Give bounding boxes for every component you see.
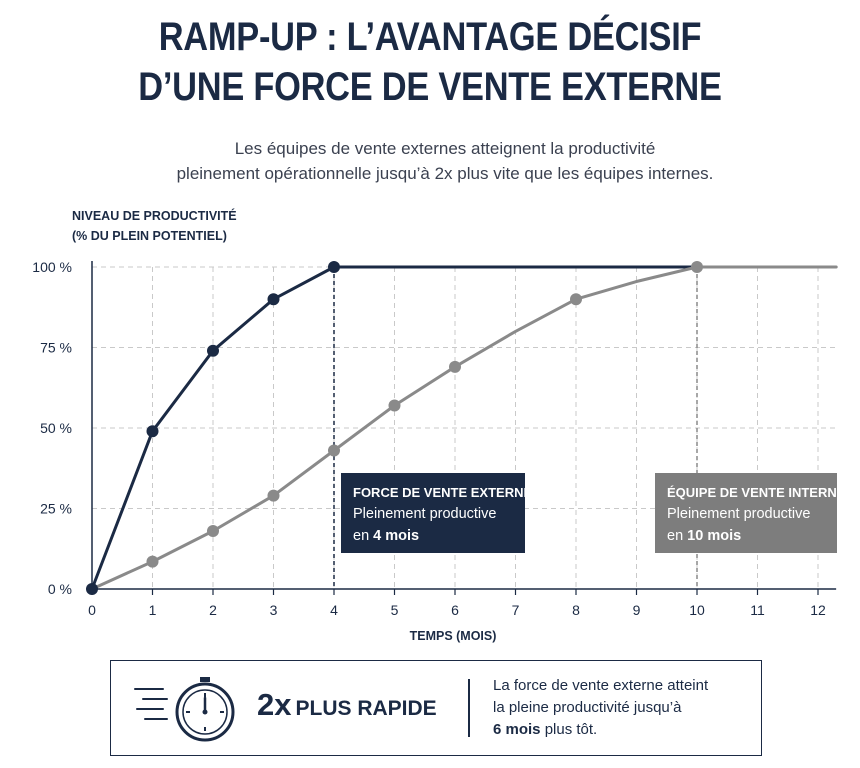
summary-desc-line-3: 6 mois plus tôt. — [493, 719, 708, 741]
y-tick-label-0: 0 % — [48, 581, 72, 597]
speed-claim: 2x PLUS RAPIDE — [257, 687, 437, 723]
subtitle-line-2: pleinement opérationnelle jusqu’à 2x plu… — [176, 164, 714, 183]
x-tick-label-10: 10 — [689, 602, 705, 618]
speed-claim-label: PLUS RAPIDE — [295, 697, 437, 720]
y-tick-label-2: 50 % — [40, 420, 72, 436]
series-markers — [86, 261, 703, 595]
series-lines — [90, 265, 838, 591]
y-tick-label-1: 25 % — [40, 501, 72, 517]
productivity-chart: 0 1 2 3 4 5 6 7 8 9 10 11 120 %25 %50 %75 %100 % TEM… — [32, 259, 838, 643]
title-line-1: RAMP-UP : L’AVANTAGE DÉCISIF — [158, 15, 702, 59]
x-tick-label-1: 1 — [149, 602, 157, 618]
internal-callout-line-2: en 10 mois — [667, 525, 825, 547]
marker-external-3 — [267, 293, 280, 306]
summary-description: La force de vente externe atteint la ple… — [493, 675, 708, 741]
marker-internal-1 — [207, 525, 219, 538]
marker-external-0 — [86, 583, 98, 595]
series-line-internal — [90, 265, 838, 591]
marker-internal-0 — [146, 555, 159, 568]
marker-external-4 — [328, 261, 340, 273]
external-callout-title: FORCE DE VENTE EXTERNE — [353, 485, 533, 500]
x-tick-label-3: 3 — [270, 602, 278, 618]
y-axis-label-line-1: NIVEAU DE PRODUCTIVITÉ — [72, 209, 237, 223]
x-axis-label: TEMPS (MOIS) — [410, 629, 497, 643]
summary-desc-line-1: La force de vente externe atteint — [493, 677, 709, 694]
marker-internal-5 — [449, 360, 461, 373]
summary-desc-rest: plus tôt. — [540, 721, 598, 738]
marker-internal-4 — [388, 399, 401, 412]
y-axis-label: NIVEAU DE PRODUCTIVITÉ (% DU PLEIN POTEN… — [72, 206, 237, 246]
x-tick-label-12: 12 — [810, 602, 826, 618]
marker-internal-7 — [691, 261, 703, 273]
internal-callout-prefix: en — [667, 528, 688, 544]
subtitle-line-1: Les équipes de vente externes atteignent… — [234, 139, 656, 158]
speed-lines-icon — [134, 688, 168, 720]
series-line-external — [90, 265, 820, 591]
external-callout-prefix: en — [353, 528, 374, 544]
summary-divider — [468, 679, 470, 737]
external-callout-line-2: en 4 mois — [353, 525, 513, 547]
x-tick-label-0: 0 — [88, 602, 96, 618]
marker-internal-6 — [570, 293, 582, 306]
x-tick-label-11: 11 — [750, 602, 765, 618]
summary-desc-bold: 6 mois — [493, 721, 541, 738]
external-callout: FORCE DE VENTE EXTERNE Pleinement produc… — [341, 473, 533, 553]
x-tick-label-9: 9 — [633, 602, 641, 618]
tick-labels: 0 1 2 3 4 5 6 7 8 9 10 11 120 %25 %50 %75 %100 % — [32, 259, 826, 618]
x-tick-label-7: 7 — [512, 602, 520, 618]
page-title: RAMP-UP : L’AVANTAGE DÉCISIF D’UNE FORCE… — [60, 12, 800, 112]
y-axis-label-line-2: (% DU PLEIN POTENTIEL) — [72, 229, 227, 243]
marker-external-2 — [207, 344, 219, 357]
x-tick-label-6: 6 — [451, 602, 459, 618]
speed-multiplier: 2x — [257, 687, 292, 722]
x-tick-label-5: 5 — [391, 602, 399, 618]
marker-internal-2 — [267, 489, 280, 502]
x-tick-label-4: 4 — [330, 602, 338, 618]
internal-callout: ÉQUIPE DE VENTE INTERNE Pleinement produ… — [655, 473, 846, 553]
x-tick-label-8: 8 — [572, 602, 580, 618]
marker-internal-3 — [328, 444, 340, 457]
internal-callout-line-1: Pleinement productive — [667, 506, 811, 522]
y-tick-label-3: 75 % — [40, 340, 72, 356]
summary-box: 2x PLUS RAPIDE La force de vente externe … — [110, 660, 762, 756]
x-tick-label-2: 2 — [209, 602, 217, 618]
stopwatch-icon — [175, 677, 235, 742]
title-line-2: D’UNE FORCE DE VENTE EXTERNE — [138, 65, 722, 109]
marker-external-1 — [146, 425, 159, 438]
external-callout-duration: 4 mois — [373, 528, 420, 544]
y-tick-label-4: 100 % — [32, 259, 72, 275]
internal-callout-duration: 10 mois — [687, 528, 742, 544]
chart-axes — [91, 261, 837, 595]
subtitle: Les équipes de vente externes atteignent… — [0, 136, 860, 186]
internal-callout-title: ÉQUIPE DE VENTE INTERNE — [667, 485, 846, 500]
summary-desc-line-2: la pleine productivité jusqu’à — [493, 699, 682, 716]
external-callout-line-1: Pleinement productive — [353, 506, 497, 522]
